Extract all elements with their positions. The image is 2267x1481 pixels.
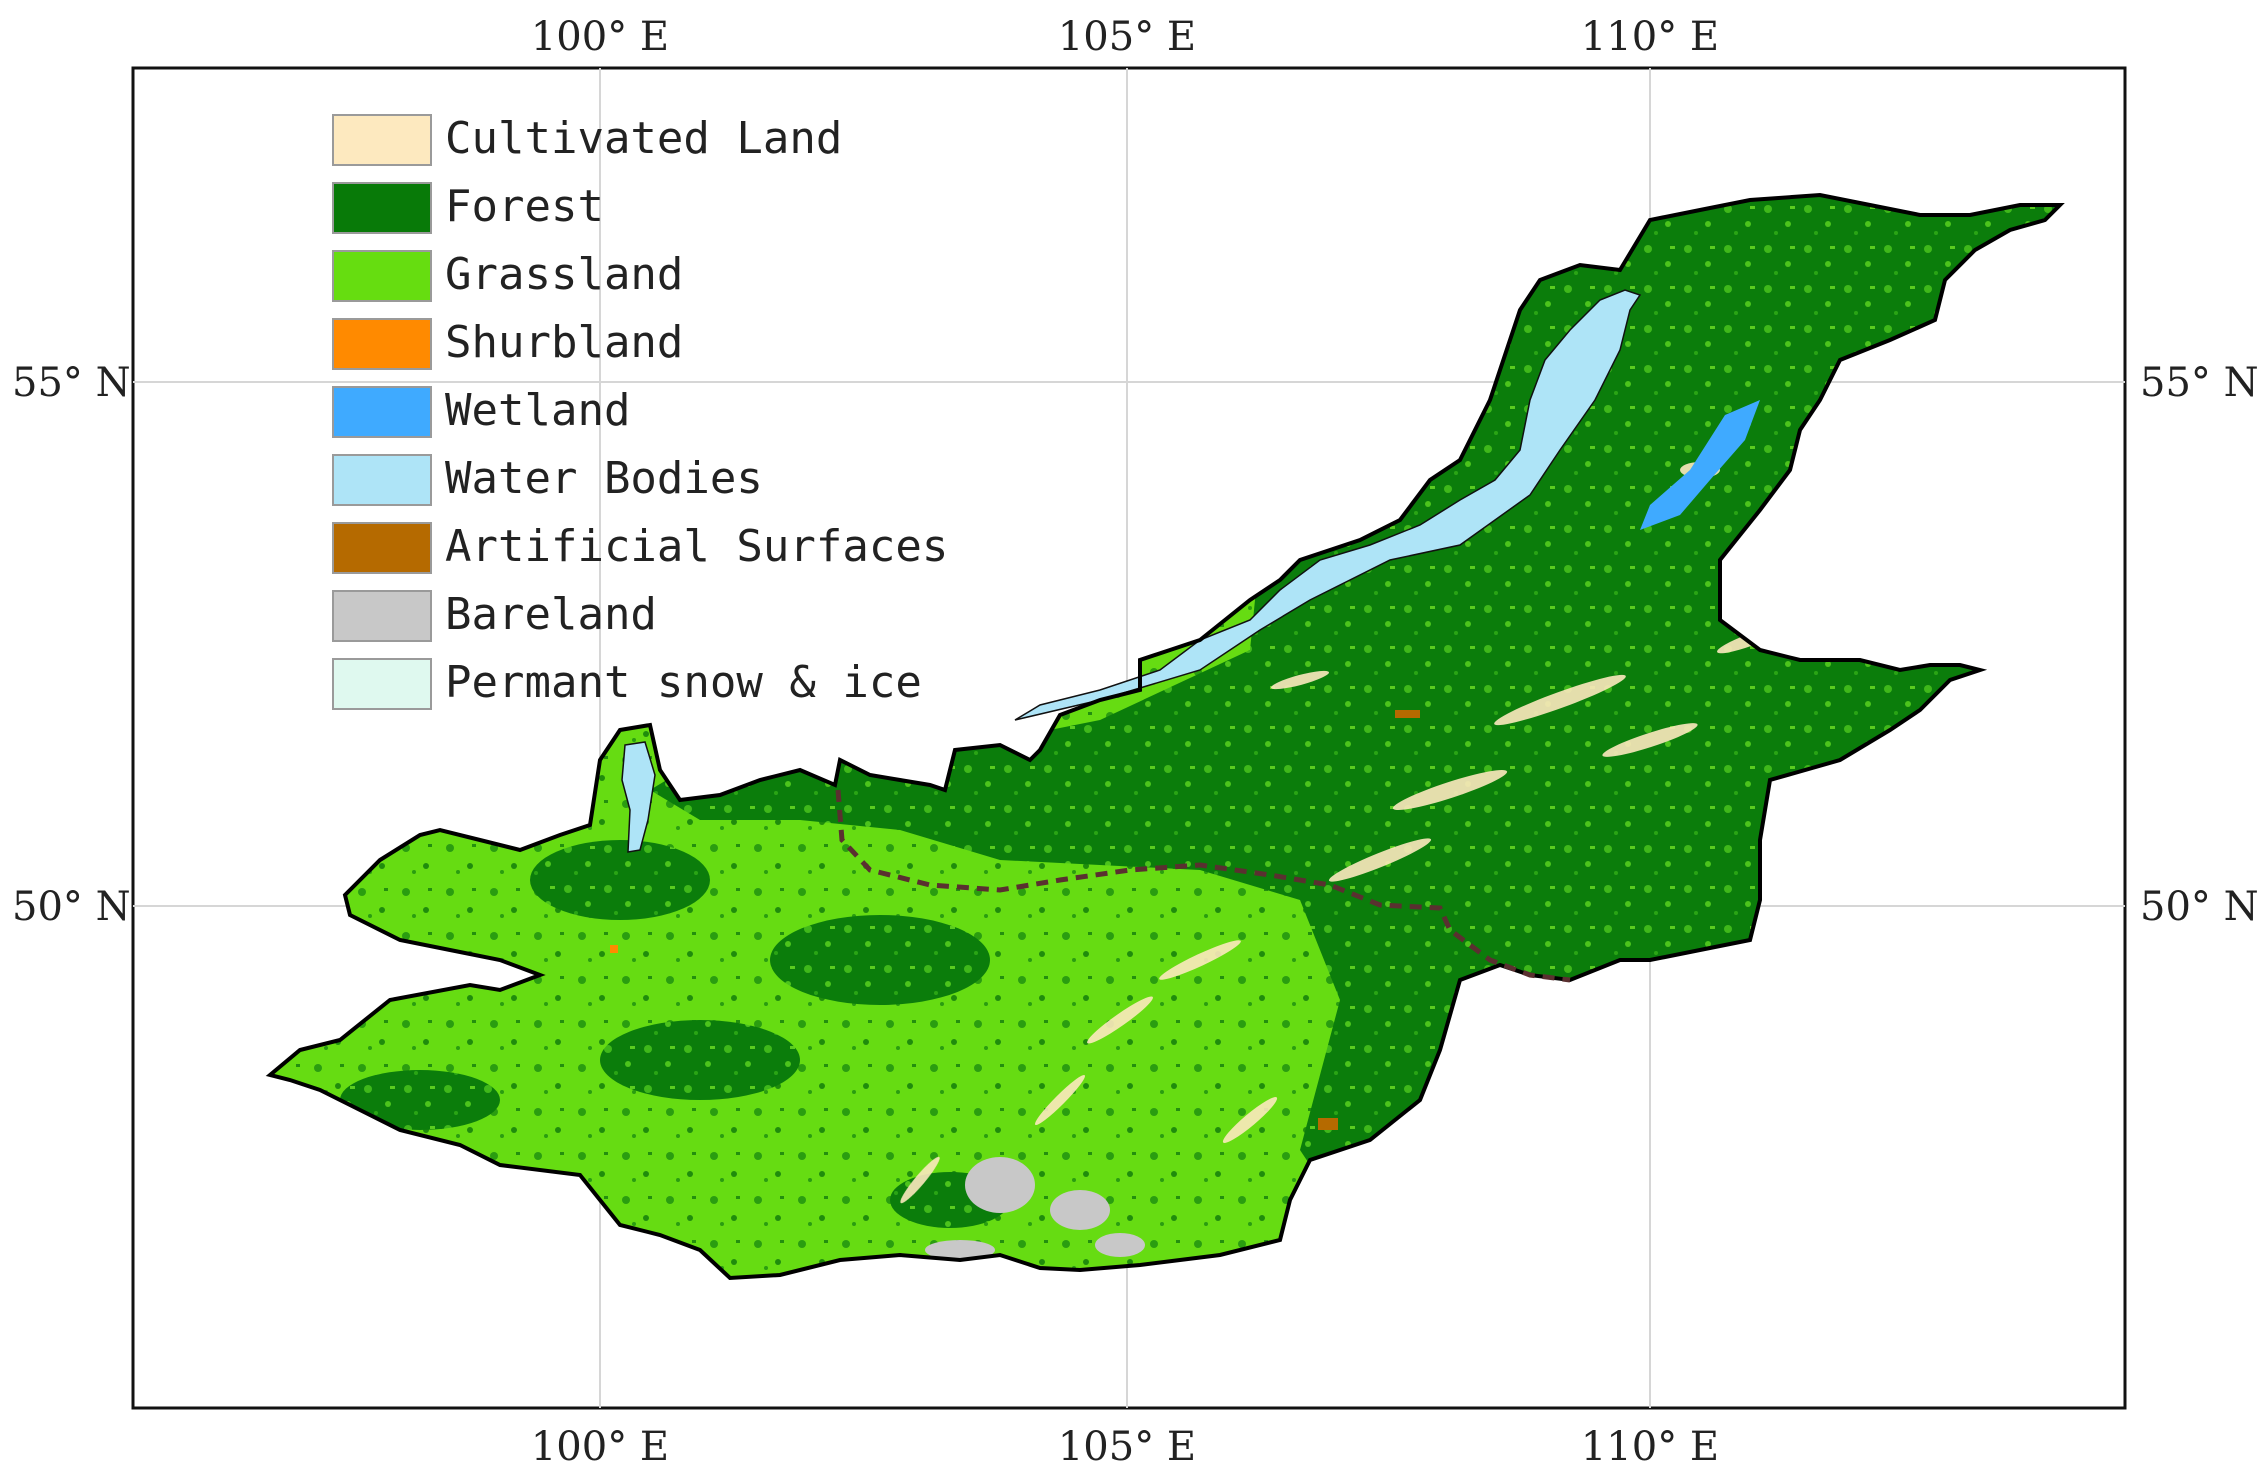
map-legend: Cultivated Land Forest Grassland Shurbland W… [332, 113, 948, 710]
right-label-50n: 50° N [2140, 884, 2259, 930]
legend-label: Water Bodies [445, 453, 763, 504]
forest-patch [770, 915, 990, 1005]
legend-item: Cultivated Land [332, 113, 842, 166]
bareland-patches [925, 1157, 1145, 1260]
left-label-50n: 50° N [12, 884, 131, 930]
legend-label: Artificial Surfaces [445, 521, 948, 572]
wetland-area [1640, 400, 1760, 530]
legend-swatch [332, 454, 432, 506]
lake-baikal [1014, 289, 1642, 721]
legend-swatch [332, 114, 432, 166]
bottom-label-100e: 100° E [531, 1424, 669, 1470]
bottom-label-105e: 105° E [1058, 1424, 1196, 1470]
forest-patch [340, 1070, 500, 1130]
top-label-110e: 110° E [1581, 14, 1719, 60]
legend-item: Permant snow & ice [332, 657, 922, 710]
legend-label: Cultivated Land [445, 113, 842, 164]
legend-item: Artificial Surfaces [332, 521, 948, 574]
forest-region [650, 195, 2060, 1180]
legend-swatch [332, 182, 432, 234]
legend-item: Bareland [332, 589, 657, 642]
lake-khovsgol [621, 741, 656, 853]
top-label-105e: 105° E [1058, 14, 1196, 60]
legend-label: Bareland [445, 589, 657, 640]
legend-swatch [332, 318, 432, 370]
legend-item: Water Bodies [332, 453, 763, 506]
legend-item: Wetland [332, 385, 630, 438]
forest-patch [530, 840, 710, 920]
legend-label: Shurbland [445, 317, 683, 368]
legend-label: Wetland [445, 385, 630, 436]
right-label-55n: 55° N [2140, 360, 2259, 406]
legend-swatch [332, 658, 432, 710]
legend-item: Grassland [332, 249, 683, 302]
cultivated-streaks [900, 462, 1783, 1204]
forest-patch [600, 1020, 800, 1100]
tick-labels: 100° E 105° E 110° E 100° E 105° E 110° … [12, 14, 2259, 1470]
legend-item: Shurbland [332, 317, 683, 370]
bottom-label-110e: 110° E [1581, 1424, 1719, 1470]
legend-swatch [332, 522, 432, 574]
legend-swatch [332, 590, 432, 642]
legend-swatch [332, 250, 432, 302]
legend-swatch [332, 386, 432, 438]
legend-item: Forest [332, 181, 604, 234]
top-label-100e: 100° E [531, 14, 669, 60]
legend-label: Grassland [445, 249, 683, 300]
national-border-line [835, 789, 1571, 983]
left-label-55n: 55° N [12, 360, 131, 406]
legend-label: Permant snow & ice [445, 657, 922, 708]
legend-label: Forest [445, 181, 604, 232]
